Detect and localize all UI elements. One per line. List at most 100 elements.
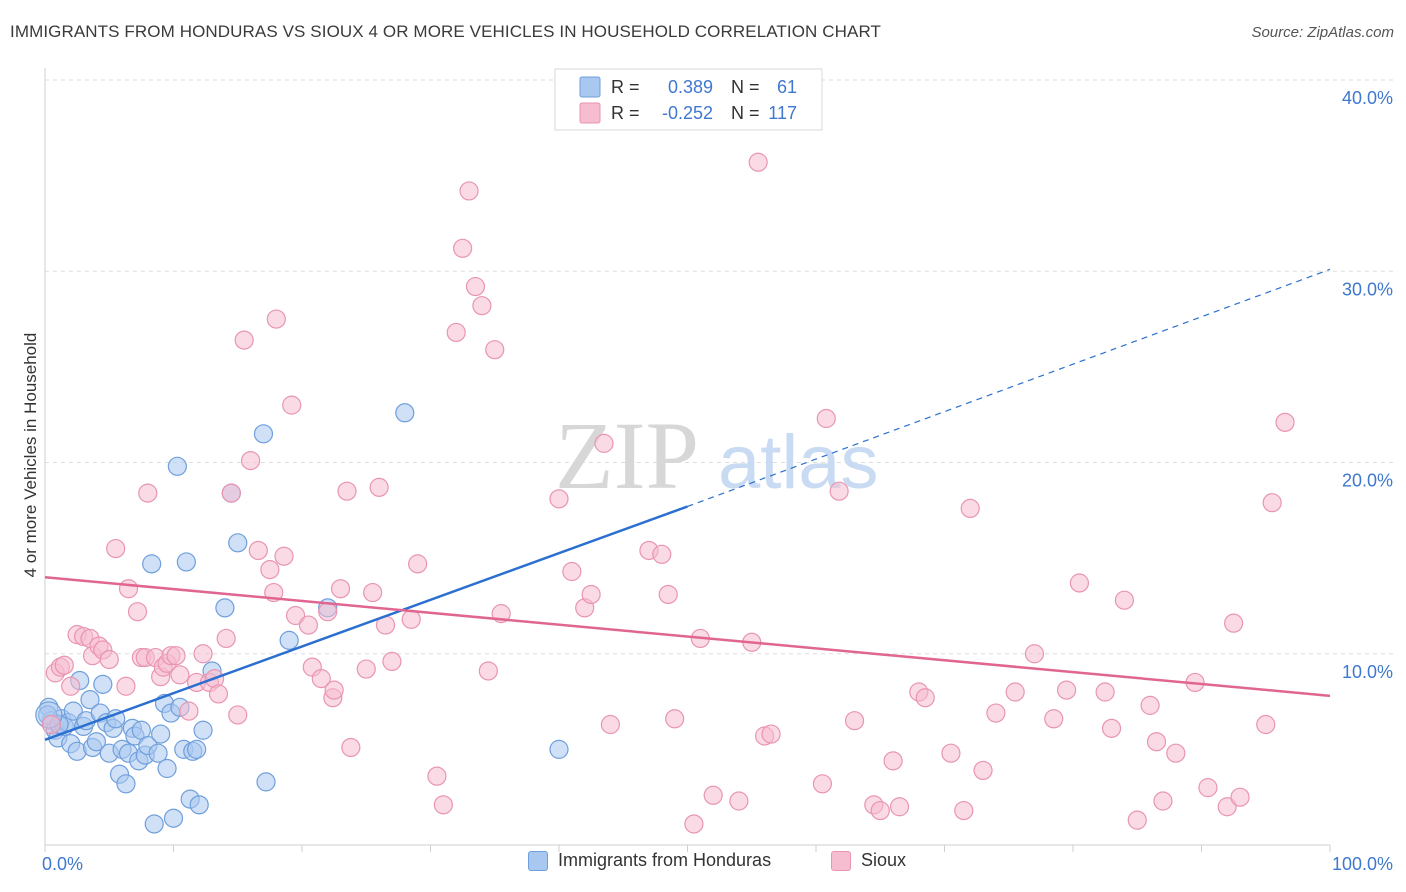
honduras-point-58: [549, 739, 569, 759]
honduras-point-47: [189, 795, 209, 815]
honduras-point-35: [151, 724, 171, 744]
y-tick-label-3: 40.0%: [1342, 88, 1393, 108]
grid-lines: [45, 79, 1393, 655]
sioux-point-52: [341, 737, 361, 758]
sioux-point-50: [330, 579, 351, 599]
sioux-point-109: [1101, 718, 1122, 738]
legend-swatch-honduras: [579, 76, 601, 98]
sioux-point-0: [41, 714, 62, 735]
trend-line-honduras-dashed: [687, 268, 1331, 508]
chart-title: IMMIGRANTS FROM HONDURAS VS SIOUX 4 OR M…: [10, 22, 881, 41]
honduras-point-54: [256, 772, 276, 792]
sioux-point-47: [318, 602, 338, 622]
sioux-point-31: [208, 684, 229, 704]
sioux-point-115: [1166, 743, 1186, 763]
sioux-point-37: [248, 540, 268, 561]
sioux-point-44: [298, 615, 319, 635]
sioux-point-117: [1198, 778, 1218, 798]
sioux-point-79: [665, 709, 685, 729]
honduras-point-43: [176, 552, 196, 572]
honduras-point-32: [142, 554, 162, 574]
sioux-point-24: [166, 646, 186, 666]
sioux-point-93: [870, 800, 890, 821]
sioux-point-91: [844, 711, 865, 731]
sioux-point-82: [703, 785, 723, 805]
sioux-point-101: [973, 760, 993, 781]
legend-label-honduras: Immigrants from Honduras: [558, 850, 772, 870]
legend-n-value-2: 117: [768, 103, 797, 123]
sioux-point-33: [221, 483, 241, 503]
sioux-point-53: [356, 659, 376, 679]
sioux-point-121: [1256, 714, 1276, 735]
legend-swatch-honduras-bottom: [528, 850, 548, 871]
sioux-point-94: [883, 751, 903, 771]
sioux-point-57: [382, 651, 402, 672]
sioux-point-43: [285, 605, 306, 626]
honduras-point-24: [116, 774, 136, 794]
sioux-point-89: [816, 408, 836, 429]
sioux-point-67: [478, 661, 498, 681]
watermark-zip: ZIP: [555, 402, 699, 509]
sioux-point-90: [829, 481, 849, 501]
sioux-point-4: [61, 676, 81, 696]
sioux-point-64: [459, 181, 479, 201]
sioux-point-12: [106, 538, 126, 559]
legend-swatch-sioux-bottom: [831, 850, 851, 871]
series-honduras-points: [35, 403, 569, 834]
sioux-point-87: [761, 724, 781, 744]
sioux-point-41: [274, 546, 294, 566]
sioux-point-99: [954, 800, 974, 821]
sioux-point-98: [941, 743, 961, 763]
sioux-point-36: [241, 450, 261, 471]
sioux-point-123: [1275, 412, 1295, 432]
sioux-point-25: [170, 665, 190, 685]
sioux-point-106: [1056, 680, 1077, 700]
honduras-point-21: [106, 709, 126, 729]
sioux-point-120: [1230, 787, 1250, 807]
sioux-point-114: [1153, 791, 1173, 811]
sioux-point-40: [266, 309, 286, 329]
sioux-point-78: [658, 584, 678, 605]
sioux-point-46: [311, 669, 331, 689]
sioux-point-107: [1069, 573, 1090, 593]
sioux-point-13: [116, 676, 136, 696]
sioux-point-59: [408, 554, 428, 574]
honduras-point-17: [93, 674, 113, 694]
y-tick-label-1: 20.0%: [1342, 471, 1393, 491]
honduras-point-39: [163, 808, 184, 828]
honduras-point-34: [148, 743, 168, 763]
x-tick-label-0: 0.0%: [42, 854, 83, 874]
sioux-point-34: [228, 705, 248, 725]
sioux-point-118: [1217, 797, 1237, 817]
trend-line-sioux: [44, 576, 1331, 698]
sioux-point-15: [127, 602, 148, 622]
sioux-point-18: [138, 483, 158, 503]
source-credit: Source: ZipAtlas.com: [1251, 24, 1394, 41]
trend-lines: [44, 268, 1331, 741]
tick-labels: 10.0% 20.0% 30.0% 40.0% 0.0% 100.0%: [42, 88, 1393, 874]
sioux-point-74: [594, 433, 614, 453]
legend-r-label-2: R =: [611, 103, 640, 123]
trend-line-honduras: [44, 505, 688, 741]
sioux-point-77: [652, 544, 672, 564]
watermark-atlas: atlas: [718, 420, 879, 505]
honduras-point-46: [187, 739, 207, 759]
sioux-point-60: [427, 766, 447, 786]
y-tick-label-0: 10.0%: [1342, 662, 1393, 682]
sioux-point-119: [1224, 613, 1244, 633]
legend-n-value-1: 61: [777, 77, 797, 97]
y-axis-label: 4 or more Vehicles in Household: [21, 333, 40, 578]
y-tick-label-2: 30.0%: [1342, 279, 1393, 299]
sioux-point-62: [446, 322, 466, 343]
sioux-point-122: [1262, 493, 1282, 513]
sioux-point-75: [600, 714, 621, 735]
sioux-point-104: [1024, 644, 1045, 664]
sioux-point-103: [1005, 682, 1025, 702]
sioux-point-26: [179, 701, 199, 721]
legend-item-sioux: Sioux: [831, 850, 906, 871]
sioux-point-11: [99, 649, 119, 670]
sioux-point-70: [549, 489, 569, 509]
sioux-point-88: [812, 774, 833, 794]
sioux-point-3: [54, 655, 74, 675]
